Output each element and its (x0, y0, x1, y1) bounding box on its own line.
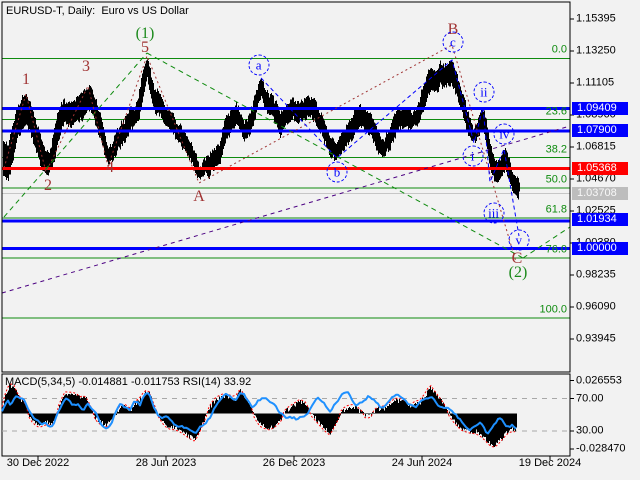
fib-level-label: 50.0 (545, 173, 567, 186)
pane-border (1, 1, 571, 373)
fib-level-label: 76.0 (545, 243, 567, 256)
price-level-badge: 1.05368 (572, 162, 628, 175)
date-axis-label: 24 Jun 2024 (391, 457, 453, 469)
indicator-axis-label: -0.028470 (576, 442, 626, 455)
wave-label: 4 (106, 159, 114, 176)
price-axis-label: 1.02525 (576, 204, 616, 217)
price-level-badge: 1.03708 (572, 186, 628, 200)
date-axis-label: 28 Jun 2023 (135, 457, 197, 469)
rsi-line (1, 391, 517, 435)
indicator-axis-label: 0.026553 (576, 374, 622, 386)
wave-label-circled: v (508, 229, 530, 251)
price-level-badge: 1.01934 (572, 213, 628, 227)
wave-label: 1 (22, 71, 30, 88)
wave-label-circled: b (326, 161, 348, 183)
trendline-long-term-channel (1, 125, 571, 294)
wave-label: B (447, 21, 459, 38)
fib-level-label: 23.6 (545, 105, 567, 118)
wave-label-circled: i (462, 145, 483, 167)
price-level-badge: 1.00000 (572, 242, 628, 256)
price-axis-label: 0.96090 (576, 300, 616, 313)
fib-level-label: 38.2 (545, 143, 567, 155)
wave-label: A (193, 188, 205, 205)
price-axis-label: 0.93945 (576, 332, 616, 345)
macd-signal-line (1, 383, 516, 448)
pane-border (1, 373, 571, 457)
indicator-axis-label: 30.00 (576, 424, 604, 437)
indicator-axis-label: 70.00 (576, 392, 604, 404)
fib-level-label: 61.8 (545, 203, 567, 216)
fib-level-label: 100.0 (539, 303, 567, 316)
wave-label: C (511, 250, 523, 267)
macd-histogram (2, 384, 517, 447)
price-axis-label: 1.04670 (576, 172, 616, 185)
price-axis-label: 0.98235 (576, 268, 616, 281)
wave-label: 2 (44, 177, 52, 194)
price-level-badge: 1.07900 (572, 124, 628, 138)
price-axis-label: 1.11105 (576, 76, 615, 89)
fib-level-label: 0.0 (551, 43, 567, 56)
wave-label-circled: iv (493, 123, 515, 145)
wave-label-circled: ii (473, 81, 495, 103)
wave-label: 3 (82, 58, 90, 75)
trendline-right-ascending (522, 226, 571, 259)
wave-label: 5 (141, 39, 149, 56)
price-level-badge: 1.09409 (572, 101, 628, 115)
price-axis-label: 1.13250 (576, 44, 616, 57)
chart-title: EURUSD-T, Daily: Euro vs US Dollar (6, 5, 189, 17)
trendline-major-wave-path (3, 44, 517, 263)
wave-label-circled: a (248, 54, 270, 75)
price-axis-label: 1.15395 (576, 12, 616, 25)
indicator-title: MACD(5,34,5) -0.014881 -0.011753 RSI(14)… (5, 376, 252, 388)
trendline-minor-wave-path (260, 59, 520, 237)
date-axis-label: 19 Dec 2024 (518, 457, 582, 469)
trendline-ascending-support (3, 52, 148, 218)
date-axis-label: 30 Dec 2022 (6, 457, 70, 469)
wave-label-circled: c (442, 31, 464, 53)
price-axis-label: 1.06815 (576, 140, 616, 153)
wave-label: (1) (135, 25, 155, 42)
wave-label: (2) (508, 264, 528, 281)
wave-label-circled: iii (483, 202, 505, 224)
date-axis-label: 26 Dec 2023 (262, 457, 326, 469)
